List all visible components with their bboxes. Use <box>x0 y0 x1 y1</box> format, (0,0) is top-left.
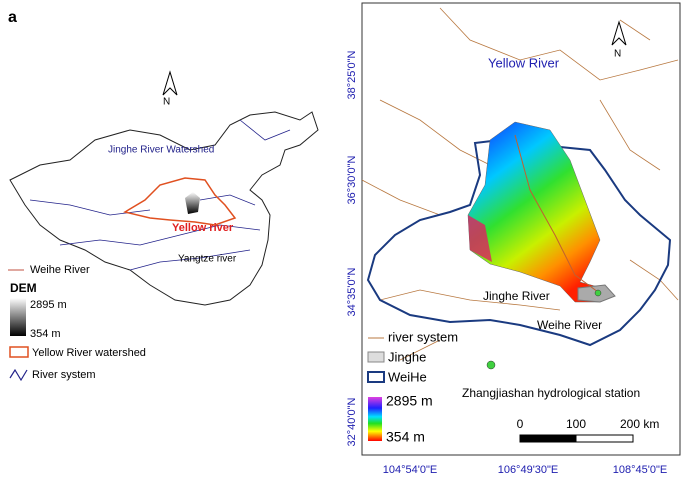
north-arrow <box>611 20 627 46</box>
legend-label: 354 m <box>30 328 61 340</box>
legend-swatch <box>9 368 28 382</box>
lat-label: 36°30'0"N <box>346 155 358 204</box>
legend-label: Weihe River <box>30 264 90 276</box>
legend-swatch <box>367 351 385 363</box>
map-label: Yellow river <box>172 222 234 234</box>
legend-swatch <box>9 346 29 358</box>
legend-label: 2895 m <box>30 299 67 311</box>
jinghe-dem <box>468 215 492 262</box>
panel-b: b N Yellow River Jinghe River Weihe Rive… <box>346 2 681 476</box>
legend-label: 2895 m <box>386 393 433 409</box>
legend-swatch <box>367 371 385 383</box>
station <box>594 289 602 297</box>
map-label: Jinghe River <box>483 289 550 303</box>
map-label: Yangtze river <box>178 254 237 265</box>
north-arrow <box>162 70 178 96</box>
legend-label: WeiHe <box>388 369 427 384</box>
legend-label: Yellow River watershed <box>32 347 146 359</box>
river-system <box>361 7 679 361</box>
weihe-boundary <box>366 138 672 347</box>
north-label: N <box>163 97 170 108</box>
map-label: Yellow River <box>488 55 560 70</box>
legend-swatch <box>368 397 382 441</box>
china-outline <box>9 111 319 306</box>
lon-label: 108°45'0"E <box>613 464 667 476</box>
north-label: N <box>614 49 621 60</box>
panel-a: a N Jinghe River Watershed Yellow river … <box>8 9 319 382</box>
lat-label: 34°35'0"N <box>346 267 358 316</box>
lat-label: 38°25'0"N <box>346 50 358 99</box>
scale-label: 100 <box>566 417 586 431</box>
legend-swatch <box>486 360 496 370</box>
legend-title: DEM <box>10 281 37 295</box>
scale-bar <box>575 434 634 443</box>
lat-label: 32°40'0"N <box>346 397 358 446</box>
scale-label: 200 km <box>620 417 659 431</box>
lon-label: 104°54'0"E <box>383 464 437 476</box>
legend-label: 354 m <box>386 429 425 445</box>
legend-label: river system <box>388 329 458 344</box>
legend-label: Zhangjiashan hydrological station <box>462 386 640 400</box>
scale-bar <box>519 434 577 443</box>
jinghe-river <box>514 134 599 293</box>
jinghe-dem <box>185 192 200 214</box>
river-system <box>29 119 291 271</box>
yellow-watershed <box>123 177 237 226</box>
lon-label: 106°49'30"E <box>498 464 559 476</box>
map-label: Jinghe River Watershed <box>108 145 214 156</box>
legend-label: River system <box>32 369 96 381</box>
legend-swatch <box>10 298 26 336</box>
scale-label: 0 <box>517 417 524 431</box>
map-label: Weihe River <box>537 318 602 332</box>
legend-label: Jinghe <box>388 349 426 364</box>
panel-label: a <box>8 9 17 26</box>
